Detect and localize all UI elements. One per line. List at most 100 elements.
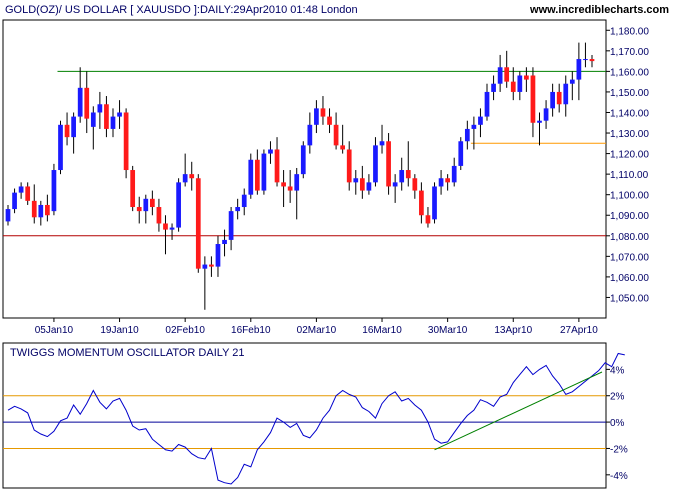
candle-body-up	[77, 87, 83, 117]
y-tick-label: 1,170.00	[610, 47, 649, 58]
candle-body-up	[222, 239, 227, 245]
candle-body-down	[156, 207, 162, 224]
candle-body-up	[38, 204, 44, 218]
x-tick-label: 27Apr10	[560, 325, 598, 336]
x-tick-label: 19Jan10	[100, 325, 139, 336]
candle-body-down	[25, 186, 31, 201]
candle-body-down	[510, 81, 516, 92]
candle-body-down	[346, 149, 352, 183]
candle-body-up	[97, 104, 103, 113]
y-tick-label: 1,080.00	[610, 232, 649, 243]
candle-body-up	[392, 182, 398, 187]
candle-body-down	[359, 178, 365, 191]
x-tick-label: 05Jan10	[35, 325, 74, 336]
candle-body-up	[517, 75, 523, 92]
candle-body-down	[130, 170, 136, 208]
candle-body-up	[294, 174, 300, 191]
candle-body-down	[149, 198, 155, 208]
candle-body-up	[51, 170, 57, 212]
y-tick-label: 1,110.00	[610, 170, 649, 181]
candle-body-down	[287, 186, 293, 191]
candle-body-up	[18, 186, 24, 193]
oscillator-title: TWIGGS MOMENTUM OSCILLATOR DAILY 21	[10, 347, 245, 359]
candle-body-up	[484, 91, 490, 117]
candle-body-up	[215, 244, 221, 267]
brand-watermark: www.incrediblecharts.com	[529, 4, 669, 16]
osc-y-tick-label: -2%	[610, 444, 628, 455]
candle-body-down	[274, 149, 280, 183]
y-tick-label: 1,160.00	[610, 67, 649, 78]
candle-body-up	[399, 170, 405, 183]
y-tick-label: 1,060.00	[610, 273, 649, 284]
x-tick-label: 13Apr10	[494, 325, 532, 336]
candle-body-up	[307, 124, 313, 146]
x-tick-label: 30Mar10	[428, 325, 468, 336]
candle-body-down	[333, 124, 339, 146]
y-tick-label: 1,140.00	[610, 108, 649, 119]
candle-body-up	[58, 124, 63, 171]
candle-body-down	[524, 75, 529, 80]
candle-body-down	[195, 178, 201, 269]
candle-body-down	[445, 178, 451, 183]
candle-body-up	[241, 194, 247, 208]
candle-body-up	[471, 124, 477, 129]
candle-body-down	[327, 116, 332, 125]
candle-body-down	[530, 75, 536, 123]
y-tick-label: 1,090.00	[610, 211, 649, 222]
candle-body-up	[497, 67, 503, 84]
candle-body-down	[386, 141, 391, 187]
candle-body-down	[31, 200, 37, 218]
candle-body-up	[261, 153, 267, 191]
y-tick-label: 1,100.00	[610, 191, 649, 202]
candle-body-down	[254, 159, 260, 191]
momentum-trendline	[434, 371, 603, 451]
candle-body-down	[45, 204, 50, 216]
osc-y-tick-label: -4%	[610, 471, 628, 482]
candle-body-up	[143, 198, 149, 212]
candle-body-down	[504, 67, 510, 82]
candle-body-down	[84, 87, 90, 119]
candle-body-down	[320, 108, 326, 117]
candle-body-down	[189, 174, 195, 179]
candle-body-up	[12, 192, 17, 210]
candle-body-up	[117, 112, 122, 117]
price-panel: 1,050.00 1,060.00 1,070.00 1,080.00 1,090.00…	[3, 26, 649, 310]
date-axis: 05Jan10 19Jan10 02Feb10 16Feb10 02Mar10 16Mar…	[35, 318, 598, 336]
candle-body-down	[340, 145, 346, 150]
candle-body-down	[163, 223, 168, 230]
candle-body-up	[478, 116, 483, 125]
candle-body-down	[425, 215, 431, 224]
candle-body-up	[550, 91, 555, 109]
candle-body-up	[182, 174, 188, 183]
candle-body-down	[123, 112, 129, 171]
candle-body-up	[235, 207, 241, 212]
momentum-line	[7, 352, 625, 485]
candle-body-down	[556, 91, 562, 105]
y-tick-label: 1,150.00	[610, 88, 649, 99]
candle-body-up	[300, 145, 306, 175]
candle-body-up	[563, 83, 569, 105]
candle-body-up	[464, 128, 470, 142]
candle-body-up	[169, 227, 175, 230]
candle-body-up	[576, 59, 582, 80]
candle-body-up	[5, 209, 11, 222]
candle-body-down	[209, 264, 214, 267]
candle-body-down	[64, 124, 70, 138]
chart-title: GOLD(OZ)/ US DOLLAR [ XAUUSDO ]:DAILY:29…	[5, 4, 358, 16]
candle-body-up	[432, 186, 437, 220]
candle-body-down	[281, 182, 286, 187]
candle-body-up	[202, 264, 208, 269]
candle-body-down	[136, 207, 142, 212]
candle-body-up	[110, 116, 116, 129]
candle-body-up	[491, 83, 496, 92]
oscillator-panel: -4% -2% 0% 2% 4%	[3, 352, 628, 485]
osc-y-tick-label: 0%	[610, 418, 625, 429]
y-tick-label: 1,180.00	[610, 26, 649, 37]
oscillator-panel-frame	[2, 342, 607, 489]
candle-body-up	[228, 211, 234, 240]
candle-body-down	[412, 178, 418, 191]
candle-body-up	[366, 182, 372, 191]
y-tick-label: 1,050.00	[610, 293, 649, 304]
